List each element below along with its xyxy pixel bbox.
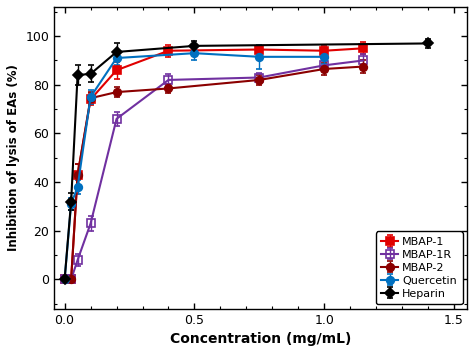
X-axis label: Concentration (mg/mL): Concentration (mg/mL)	[170, 332, 351, 346]
Y-axis label: Inhibition of lysis of EAs (%): Inhibition of lysis of EAs (%)	[7, 64, 20, 251]
Legend: MBAP-1, MBAP-1R, MBAP-2, Quercetin, Heparin: MBAP-1, MBAP-1R, MBAP-2, Quercetin, Hepa…	[375, 232, 463, 304]
